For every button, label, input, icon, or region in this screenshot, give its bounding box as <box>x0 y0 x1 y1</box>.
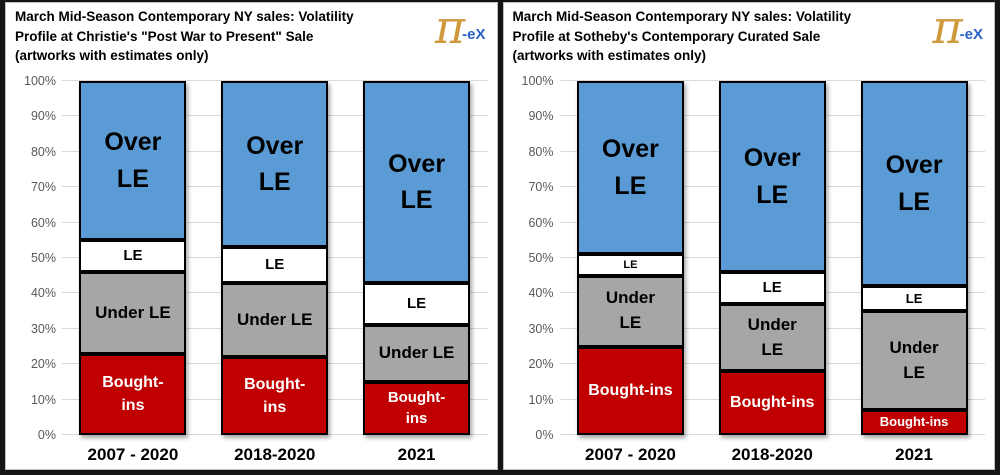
x-axis-category-label: 2007 - 2020 <box>585 445 676 464</box>
pi-logo-suffix: -eX <box>959 26 983 43</box>
y-axis-tick-label: 80% <box>30 144 56 159</box>
y-axis-tick-label: 40% <box>30 286 56 301</box>
segment-bought-ins: Bought-ins <box>718 371 826 435</box>
segment-le: LE <box>79 240 187 273</box>
segment-bought-ins: Bought-ins <box>860 410 968 435</box>
bar-2021: Bought-ins Under LE LE Over LE <box>860 81 968 435</box>
y-axis-tick-label: 10% <box>528 392 554 407</box>
chart-title: March Mid-Season Contemporary NY sales: … <box>512 9 852 64</box>
segment-over-le: Over LE <box>221 81 329 248</box>
y-axis-tick-label: 70% <box>30 180 56 195</box>
segment-bought-ins: Bought- ins <box>79 353 187 435</box>
y-axis-tick-label: 90% <box>528 109 554 124</box>
bars-container: Bought-ins Under LE LE Over LE Bought-ins Und… <box>560 81 986 435</box>
pi-ex-logo: π -eX <box>435 4 486 50</box>
gridline <box>62 80 488 81</box>
y-axis-tick-label: 50% <box>30 251 56 265</box>
x-axis-category-label: 2018-2020 <box>731 445 813 464</box>
christies-chart-panel: March Mid-Season Contemporary NY sales: … <box>5 2 498 470</box>
y-axis-tick-label: 80% <box>528 144 554 159</box>
segment-le: LE <box>363 282 471 326</box>
segment-over-le: Over LE <box>576 81 684 255</box>
x-axis-labels: 2007 - 2020 2018-2020 2021 <box>560 445 986 465</box>
segment-le: LE <box>718 272 826 305</box>
segment-over-le: Over LE <box>363 81 471 283</box>
pi-logo-glyph: π <box>932 0 963 54</box>
y-axis-tick-label: 60% <box>30 215 56 230</box>
x-axis-labels: 2007 - 2020 2018-2020 2021 <box>62 445 488 465</box>
y-axis-tick-label: 10% <box>30 392 56 407</box>
y-axis-tick-label: 30% <box>528 321 554 336</box>
pi-logo-glyph: π <box>434 0 466 54</box>
segment-over-le: Over LE <box>860 81 968 287</box>
segment-under-le: Under LE <box>576 275 684 347</box>
segment-bought-ins: Bought- ins <box>363 381 471 435</box>
segment-le: LE <box>860 286 968 312</box>
x-axis-category-label: 2021 <box>895 445 933 464</box>
y-axis-tick-label: 40% <box>528 286 554 301</box>
sothebys-chart-panel: March Mid-Season Contemporary NY sales: … <box>502 2 995 470</box>
segment-bought-ins: Bought- ins <box>221 357 329 435</box>
chart-title: March Mid-Season Contemporary NY sales: … <box>15 9 354 64</box>
bar-2021: Bought- ins Under LE LE Over LE <box>363 81 471 435</box>
y-axis-tick-label: 0% <box>535 428 554 442</box>
y-axis-tick-label: 100% <box>24 74 56 88</box>
y-axis-tick-label: 50% <box>528 251 554 265</box>
y-axis-tick-label: 90% <box>30 109 56 124</box>
bar-2018-2020: Bought- ins Under LE LE Over LE <box>221 81 329 435</box>
pi-ex-logo: π -eX <box>932 4 983 50</box>
bars-container: Bought- ins Under LE LE Over LE Bought- ins U… <box>62 81 488 435</box>
gridline <box>559 80 985 81</box>
segment-under-le: Under LE <box>363 325 471 382</box>
x-axis-category-label: 2021 <box>397 445 436 464</box>
y-axis-tick-label: 70% <box>528 180 554 195</box>
x-axis-category-label: 2018-2020 <box>234 445 316 464</box>
segment-over-le: Over LE <box>79 81 187 241</box>
segment-under-le: Under LE <box>718 304 826 372</box>
panel-divider <box>497 2 503 470</box>
segment-under-le: Under LE <box>860 311 968 411</box>
segment-over-le: Over LE <box>718 81 826 273</box>
plot-area: 0% 10% 20% 30% 40% 50% 60% 70% 80% 90% 100% Bought-… <box>522 74 986 442</box>
bar-2007-2020: Bought-ins Under LE LE Over LE <box>576 81 684 435</box>
segment-under-le: Under LE <box>221 282 329 358</box>
y-axis-tick-label: 100% <box>521 74 554 88</box>
y-axis-tick-label: 20% <box>528 357 554 372</box>
x-axis-category-label: 2007 - 2020 <box>87 445 179 464</box>
y-axis-tick-label: 30% <box>30 321 56 336</box>
y-axis-tick-label: 60% <box>528 215 554 230</box>
bar-2018-2020: Bought-ins Under LE LE Over LE <box>718 81 826 435</box>
segment-under-le: Under LE <box>79 272 187 354</box>
y-axis-tick-label: 0% <box>37 428 56 442</box>
segment-le: LE <box>576 254 684 276</box>
y-axis-tick-label: 20% <box>30 357 56 372</box>
segment-bought-ins: Bought-ins <box>576 346 684 435</box>
pi-logo-suffix: -eX <box>462 26 486 43</box>
segment-le: LE <box>221 247 329 283</box>
plot-area: 0% 10% 20% 30% 40% 50% 60% 70% 80% 90% 100% Bought-… <box>24 74 488 442</box>
bar-2007-2020: Bought- ins Under LE LE Over LE <box>79 81 187 435</box>
